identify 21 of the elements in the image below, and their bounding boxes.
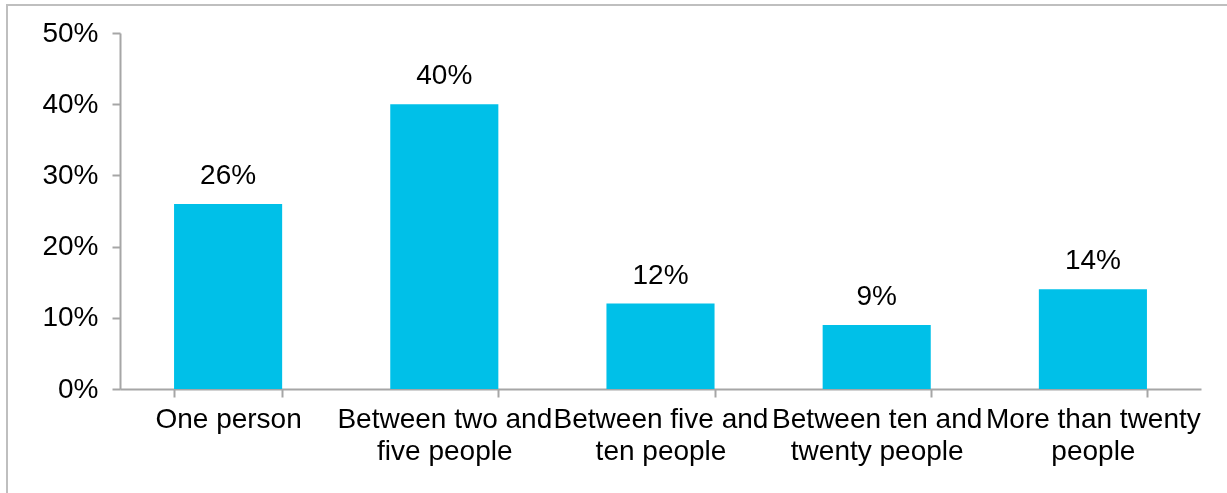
y-tick-label: 20% xyxy=(42,230,99,262)
x-tick-label: Between ten and twenty people xyxy=(772,402,983,466)
y-tick-label: 10% xyxy=(42,301,99,333)
y-tick-label: 40% xyxy=(42,87,99,119)
bar xyxy=(822,324,931,389)
y-tick-label: 50% xyxy=(42,16,99,48)
bar xyxy=(606,303,715,389)
data-label: 9% xyxy=(856,279,897,311)
x-tick-label: Between five and ten people xyxy=(553,402,769,466)
x-tick-label: More than twenty people xyxy=(986,402,1201,466)
y-tick-label: 0% xyxy=(58,372,99,404)
data-label: 14% xyxy=(1064,244,1121,276)
bar xyxy=(174,203,283,389)
data-label: 26% xyxy=(200,158,257,190)
data-label: 12% xyxy=(632,258,689,290)
y-tick-label: 30% xyxy=(42,158,99,190)
bar xyxy=(1038,289,1147,389)
data-label: 40% xyxy=(416,59,473,91)
x-tick-label: Between two and five people xyxy=(337,402,553,466)
x-tick-label: One person xyxy=(155,402,302,434)
bar xyxy=(390,104,499,389)
